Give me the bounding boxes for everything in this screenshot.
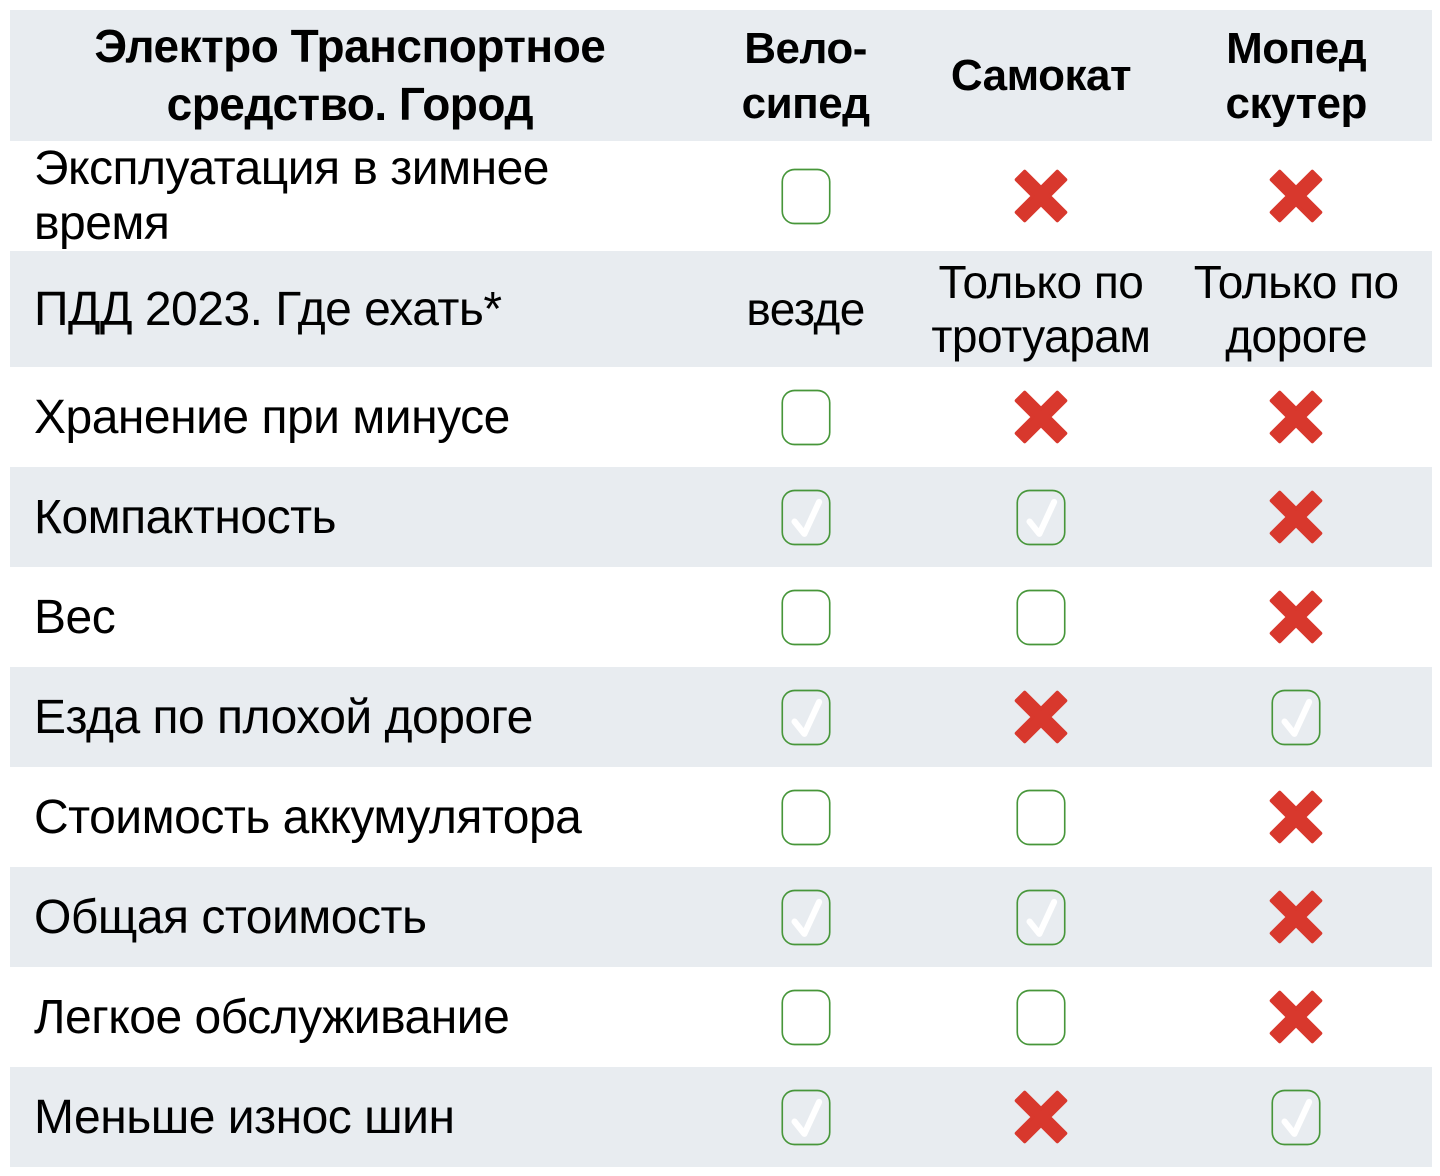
cell-bicycle	[690, 767, 922, 867]
row-criterion-label: Эксплуатация в зимнее время	[34, 142, 549, 251]
cell-scooter	[921, 767, 1160, 867]
row-criterion-label: ПДД 2023. Где ехать*	[34, 282, 502, 336]
cell-moped	[1160, 867, 1432, 967]
row-criterion-label: Вес	[34, 590, 116, 644]
check-mark-icon	[1271, 1089, 1321, 1146]
cell-bicycle	[690, 1067, 922, 1167]
cell-moped	[1160, 767, 1432, 867]
cell-moped	[1160, 367, 1432, 467]
cross-mark-icon	[1269, 991, 1323, 1044]
cell-moped: Только по дороге	[1193, 256, 1399, 363]
row-criterion-label: Общая стоимость	[34, 890, 427, 944]
comparison-table: Электро Транспортное средство. Город Вел…	[10, 10, 1432, 1168]
cross-mark-icon	[1269, 391, 1323, 444]
cell-scooter	[921, 567, 1160, 667]
cell-moped	[1160, 1067, 1432, 1167]
table-row: ПДД 2023. Где ехать* везде Только по тро…	[10, 251, 1432, 368]
check-mark-icon	[781, 168, 831, 225]
cell-scooter: Только по тротуарам	[931, 256, 1151, 363]
cell-scooter	[921, 1067, 1160, 1167]
cell-bicycle	[690, 567, 922, 667]
cross-mark-icon	[1014, 1091, 1068, 1144]
row-criterion-label: Хранение при минусе	[34, 390, 510, 444]
cross-mark-icon	[1014, 391, 1068, 444]
cell-scooter	[921, 467, 1160, 567]
cell-bicycle	[690, 141, 922, 251]
cell-bicycle	[690, 967, 922, 1067]
cross-mark-icon	[1269, 891, 1323, 944]
cross-mark-icon	[1269, 791, 1323, 844]
table-row: Эксплуатация в зимнее время	[10, 141, 1432, 252]
cross-mark-icon	[1014, 691, 1068, 744]
check-mark-icon	[1016, 889, 1066, 946]
table-row: Меньше износ шин	[10, 1067, 1432, 1168]
check-mark-icon	[781, 389, 831, 446]
cross-mark-icon	[1269, 591, 1323, 644]
cell-moped	[1160, 967, 1432, 1067]
cell-moped	[1160, 141, 1432, 251]
cell-scooter	[921, 367, 1160, 467]
row-criterion-label: Стоимость аккумулятора	[34, 790, 582, 844]
check-mark-icon	[781, 1089, 831, 1146]
cell-scooter	[921, 967, 1160, 1067]
cell-moped	[1160, 467, 1432, 567]
cell-scooter	[921, 667, 1160, 767]
cell-moped	[1160, 567, 1432, 667]
check-mark-icon	[1016, 489, 1066, 546]
cell-bicycle: везде	[746, 283, 865, 336]
row-criterion-label: Меньше износ шин	[34, 1090, 455, 1144]
cross-mark-icon	[1269, 491, 1323, 544]
check-mark-icon	[781, 989, 831, 1046]
cell-scooter	[921, 867, 1160, 967]
cross-mark-icon	[1269, 169, 1323, 223]
cross-mark-icon	[1014, 169, 1068, 223]
table-row: Общая стоимость	[10, 867, 1432, 968]
column-header-scooter: Самокат	[950, 51, 1132, 100]
check-mark-icon	[1016, 989, 1066, 1046]
check-mark-icon	[781, 689, 831, 746]
check-mark-icon	[781, 789, 831, 846]
column-header-bicycle: Вело- сипед	[741, 23, 870, 128]
table-row: Хранение при минусе	[10, 367, 1432, 468]
row-criterion-label: Компактность	[34, 490, 337, 544]
header-row: Электро Транспортное средство. Город Вел…	[10, 10, 1432, 141]
table-title: Электро Транспортное средство. Город	[94, 20, 606, 130]
cell-bicycle	[690, 667, 922, 767]
row-criterion-label: Езда по плохой дороге	[34, 690, 533, 744]
check-mark-icon	[781, 889, 831, 946]
check-mark-icon	[781, 589, 831, 646]
table-row: Вес	[10, 567, 1432, 668]
row-criterion-label: Легкое обслуживание	[34, 990, 510, 1044]
table-body: Эксплуатация в зимнее время ПДД 2023. Гд…	[10, 141, 1432, 1168]
table-row: Компактность	[10, 467, 1432, 568]
check-mark-icon	[1271, 689, 1321, 746]
cell-bicycle	[690, 367, 922, 467]
table-row: Стоимость аккумулятора	[10, 767, 1432, 868]
cell-moped	[1160, 667, 1432, 767]
check-mark-icon	[1016, 789, 1066, 846]
column-header-moped: Мопед скутер	[1225, 23, 1367, 128]
cell-bicycle	[690, 867, 922, 967]
check-mark-icon	[781, 489, 831, 546]
cell-bicycle	[690, 467, 922, 567]
table-row: Езда по плохой дороге	[10, 667, 1432, 768]
check-mark-icon	[1016, 589, 1066, 646]
cell-scooter	[921, 141, 1160, 251]
table-row: Легкое обслуживание	[10, 967, 1432, 1068]
